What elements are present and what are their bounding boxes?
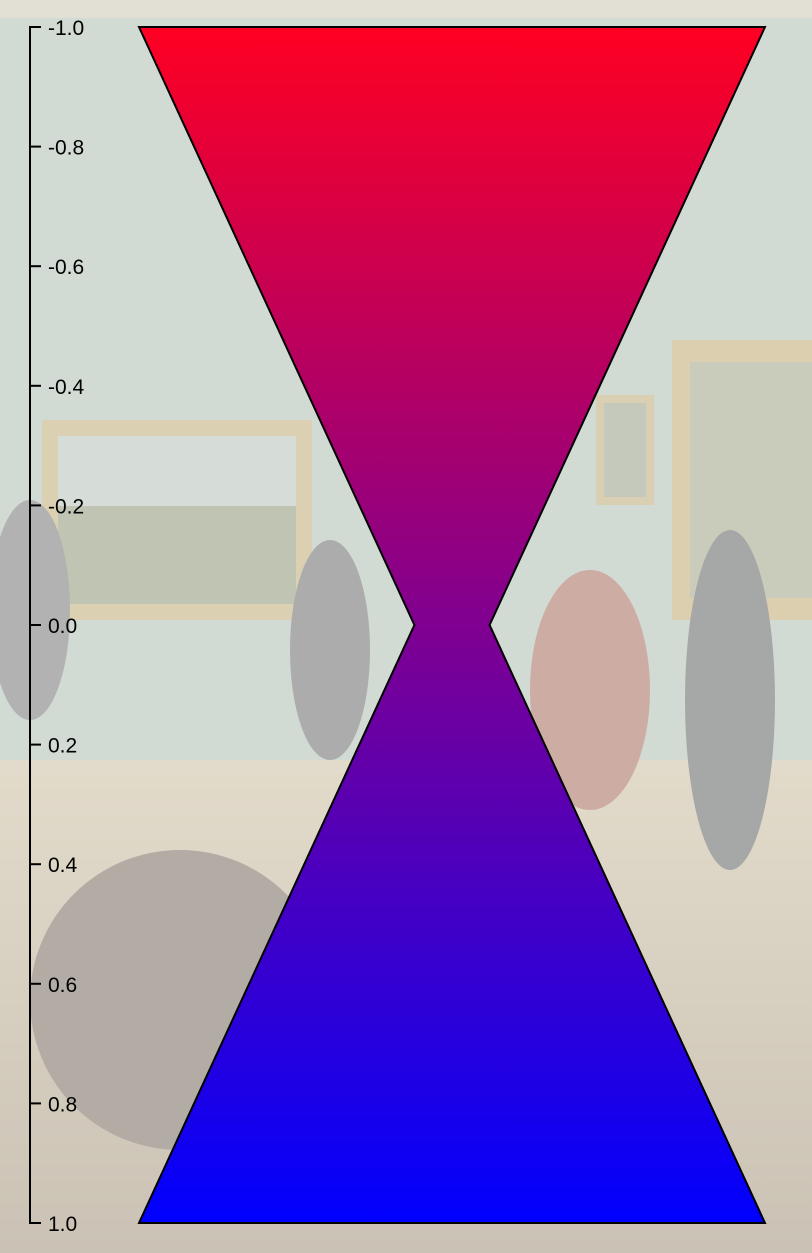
y-tick-label: 0.0 (48, 615, 77, 638)
y-tick-label: 0.2 (48, 735, 77, 758)
y-tick-label: -0.2 (48, 495, 84, 518)
y-tick-label: 0.6 (48, 974, 77, 997)
y-tick-label: -1.0 (48, 17, 84, 40)
y-tick-label: 1.0 (48, 1213, 77, 1236)
y-tick-label: -0.8 (48, 137, 84, 160)
y-axis-ticks: -1.0 -0.8 -0.6 -0.4 -0.2 0.0 0.2 0.4 0.6 0.8 1.0 (29, 17, 85, 1236)
hourglass-shape (137, 26, 767, 1224)
y-tick-label: 0.4 (48, 854, 78, 877)
y-tick-label: 0.8 (48, 1093, 77, 1116)
y-tick-label: -0.4 (48, 376, 85, 399)
y-tick-label: -0.6 (48, 256, 84, 279)
